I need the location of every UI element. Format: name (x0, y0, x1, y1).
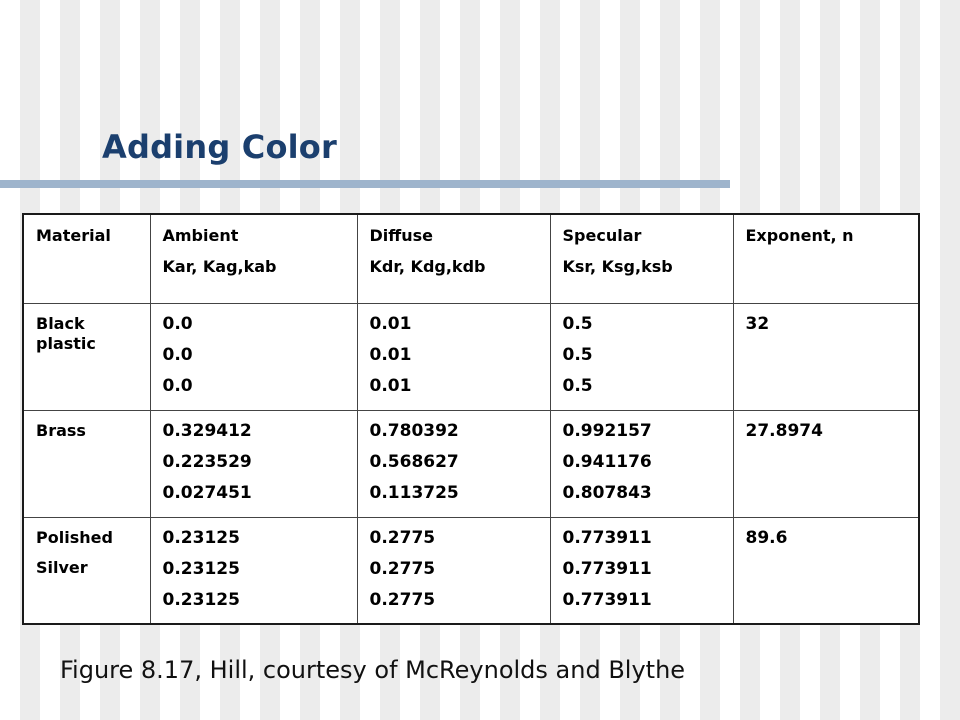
value-line: 0.5 (562, 313, 593, 334)
header-line: Kar, Kag,kab (162, 257, 277, 276)
exponent-cell: 89.6 (732, 516, 920, 625)
ambient-cell: 0.329412 0.223529 0.027451 (149, 409, 358, 518)
value-line: 0.2775 (369, 589, 436, 610)
value-line: 0.329412 (162, 420, 252, 441)
value-line: 0.773911 (562, 527, 652, 548)
material-name: Brass (36, 420, 86, 440)
value-line: 0.23125 (162, 527, 240, 548)
value-line: 0.773911 (562, 589, 652, 610)
header-line: Diffuse (369, 226, 434, 245)
header-exponent: Exponent, n (732, 213, 920, 304)
exponent-cell: 32 (732, 302, 920, 411)
header-ambient: Ambient Kar, Kag,kab (149, 213, 358, 304)
diffuse-cell: 0.2775 0.2775 0.2775 (356, 516, 551, 625)
specular-cell: 0.773911 0.773911 0.773911 (549, 516, 734, 625)
material-cell: Brass (22, 409, 151, 518)
material-cell: Polished Silver (22, 516, 151, 625)
value-line: 0.992157 (562, 420, 652, 441)
value-line: 0.0 (162, 344, 193, 365)
value-line: 0.2775 (369, 527, 436, 548)
header-line: Ambient (162, 226, 239, 245)
ambient-cell: 0.23125 0.23125 0.23125 (149, 516, 358, 625)
value-line: 0.23125 (162, 558, 240, 579)
header-material: Material (22, 213, 151, 304)
figure-caption: Figure 8.17, Hill, courtesy of McReynold… (60, 656, 686, 684)
value-line: 0.01 (369, 313, 412, 334)
specular-cell: 0.5 0.5 0.5 (549, 302, 734, 411)
header-line: Material (36, 226, 111, 245)
header-line: Ksr, Ksg,ksb (562, 257, 673, 276)
value-line: 0.5 (562, 375, 593, 396)
exponent-cell: 27.8974 (732, 409, 920, 518)
material-name: Silver (36, 557, 88, 577)
value-line: 89.6 (745, 527, 788, 548)
value-line: 0.01 (369, 344, 412, 365)
header-line: Specular (562, 226, 642, 245)
value-line: 0.0 (162, 375, 193, 396)
value-line: 0.2775 (369, 558, 436, 579)
value-line: 0.807843 (562, 482, 652, 503)
value-line: 0.01 (369, 375, 412, 396)
header-specular: Specular Ksr, Ksg,ksb (549, 213, 734, 304)
table-header-row: Material Ambient Kar, Kag,kab Diffuse Kd… (22, 213, 920, 304)
value-line: 27.8974 (745, 420, 823, 441)
header-line: Exponent, n (745, 226, 854, 245)
value-line: 0.223529 (162, 451, 252, 472)
value-line: 0.780392 (369, 420, 459, 441)
value-line: 0.23125 (162, 589, 240, 610)
table-row: Brass 0.329412 0.223529 0.027451 0.78039… (22, 409, 920, 518)
material-cell: Black plastic (22, 302, 151, 411)
specular-cell: 0.992157 0.941176 0.807843 (549, 409, 734, 518)
material-name: Black plastic (36, 313, 96, 353)
value-line: 0.027451 (162, 482, 252, 503)
material-color-table: Material Ambient Kar, Kag,kab Diffuse Kd… (22, 213, 920, 625)
material-name: Polished (36, 527, 113, 547)
ambient-cell: 0.0 0.0 0.0 (149, 302, 358, 411)
slide-title: Adding Color (102, 128, 337, 166)
value-line: 0.941176 (562, 451, 652, 472)
table-row: Polished Silver 0.23125 0.23125 0.23125 … (22, 516, 920, 625)
value-line: 0.5 (562, 344, 593, 365)
diffuse-cell: 0.780392 0.568627 0.113725 (356, 409, 551, 518)
header-diffuse: Diffuse Kdr, Kdg,kdb (356, 213, 551, 304)
value-line: 0.773911 (562, 558, 652, 579)
value-line: 0.568627 (369, 451, 459, 472)
table-row: Black plastic 0.0 0.0 0.0 0.01 0.01 0.01… (22, 302, 920, 411)
title-underline-bar (0, 180, 730, 188)
value-line: 0.113725 (369, 482, 459, 503)
value-line: 0.0 (162, 313, 193, 334)
diffuse-cell: 0.01 0.01 0.01 (356, 302, 551, 411)
header-line: Kdr, Kdg,kdb (369, 257, 486, 276)
value-line: 32 (745, 313, 770, 334)
